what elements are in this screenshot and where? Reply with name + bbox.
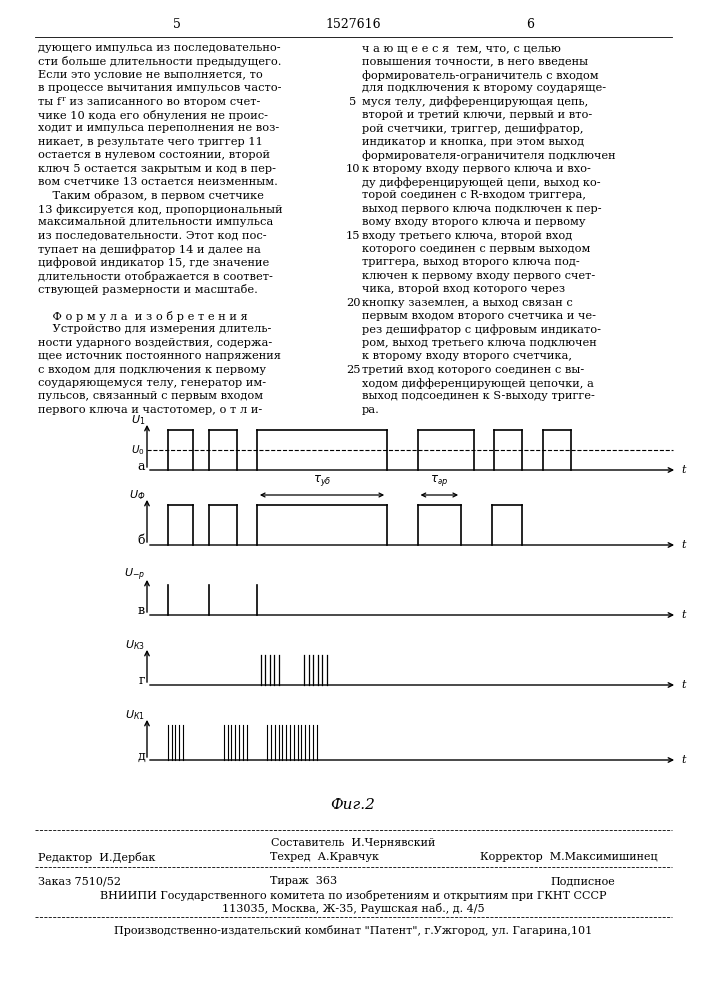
Text: $U_Ф$: $U_Ф$ <box>129 488 145 502</box>
Text: Техред  А.Кравчук: Техред А.Кравчук <box>270 852 379 862</box>
Text: ч а ю щ е е с я  тем, что, с целью: ч а ю щ е е с я тем, что, с целью <box>362 43 561 53</box>
Text: к второму входу второго счетчика,: к второму входу второго счетчика, <box>362 351 572 361</box>
Text: первым входом второго счетчика и че-: первым входом второго счетчика и че- <box>362 311 596 321</box>
Text: Устройство для измерения длитель-: Устройство для измерения длитель- <box>38 324 271 334</box>
Text: а: а <box>137 460 145 473</box>
Text: тупает на дешифратор 14 и далее на: тупает на дешифратор 14 и далее на <box>38 244 261 255</box>
Text: 6: 6 <box>526 18 534 31</box>
Text: 10: 10 <box>346 164 361 174</box>
Text: триггера, выход второго ключа под-: триггера, выход второго ключа под- <box>362 257 580 267</box>
Text: t: t <box>681 755 686 765</box>
Text: t: t <box>681 540 686 550</box>
Text: ВНИИПИ Государственного комитета по изобретениям и открытиям при ГКНТ СССР: ВНИИПИ Государственного комитета по изоб… <box>100 890 606 901</box>
Text: вому входу второго ключа и первому: вому входу второго ключа и первому <box>362 217 585 227</box>
Text: $\tau_{y\delta}$: $\tau_{y\delta}$ <box>312 473 332 488</box>
Text: для подключения к второму соударяще-: для подключения к второму соударяще- <box>362 83 606 93</box>
Text: $U_{К1}$: $U_{К1}$ <box>125 708 145 722</box>
Text: Если это условие не выполняется, то: Если это условие не выполняется, то <box>38 70 263 80</box>
Text: ду дифференцирующей цепи, выход ко-: ду дифференцирующей цепи, выход ко- <box>362 177 601 188</box>
Text: $U_1$: $U_1$ <box>131 413 145 427</box>
Text: б: б <box>137 534 145 548</box>
Text: чика, второй вход которого через: чика, второй вход которого через <box>362 284 565 294</box>
Text: вом счетчике 13 остается неизменным.: вом счетчике 13 остается неизменным. <box>38 177 278 187</box>
Text: пульсов, связанный с первым входом: пульсов, связанный с первым входом <box>38 391 263 401</box>
Text: $\tau_{\partial p}$: $\tau_{\partial p}$ <box>431 473 448 488</box>
Text: никает, в результате чего триггер 11: никает, в результате чего триггер 11 <box>38 137 263 147</box>
Text: кнопку заземлен, а выход связан с: кнопку заземлен, а выход связан с <box>362 298 573 308</box>
Text: ходом дифференцирующей цепочки, а: ходом дифференцирующей цепочки, а <box>362 378 594 389</box>
Text: Редактор  И.Дербак: Редактор И.Дербак <box>38 852 156 863</box>
Text: ключен к первому входу первого счет-: ключен к первому входу первого счет- <box>362 271 595 281</box>
Text: повышения точности, в него введены: повышения точности, в него введены <box>362 56 588 66</box>
Text: с входом для подключения к первому: с входом для подключения к первому <box>38 365 266 375</box>
Text: 15: 15 <box>346 231 361 241</box>
Text: Заказ 7510/52: Заказ 7510/52 <box>38 876 121 886</box>
Text: чике 10 кода его обнуления не проис-: чике 10 кода его обнуления не проис- <box>38 110 268 121</box>
Text: к второму входу первого ключа и вхо-: к второму входу первого ключа и вхо- <box>362 164 591 174</box>
Text: д: д <box>137 750 145 762</box>
Text: t: t <box>681 610 686 620</box>
Text: $U_{К3}$: $U_{К3}$ <box>125 638 145 652</box>
Text: ходит и импульса переполнения не воз-: ходит и импульса переполнения не воз- <box>38 123 279 133</box>
Text: дующего импульса из последовательно-: дующего импульса из последовательно- <box>38 43 281 53</box>
Text: в: в <box>138 604 145 617</box>
Text: 113035, Москва, Ж-35, Раушская наб., д. 4/5: 113035, Москва, Ж-35, Раушская наб., д. … <box>222 903 484 914</box>
Text: Тираж  363: Тираж 363 <box>270 876 337 886</box>
Text: выход первого ключа подключен к пер-: выход первого ключа подключен к пер- <box>362 204 602 214</box>
Text: 5: 5 <box>349 97 356 107</box>
Text: Составитель  И.Чернявский: Составитель И.Чернявский <box>271 838 436 848</box>
Text: рой счетчики, триггер, дешифратор,: рой счетчики, триггер, дешифратор, <box>362 123 583 134</box>
Text: торой соединен с R-входом триггера,: торой соединен с R-входом триггера, <box>362 190 586 200</box>
Text: Таким образом, в первом счетчике: Таким образом, в первом счетчике <box>38 190 264 201</box>
Text: максимальной длительности импульса: максимальной длительности импульса <box>38 217 273 227</box>
Text: 5: 5 <box>173 18 181 31</box>
Text: t: t <box>681 680 686 690</box>
Text: Корректор  М.Максимишинец: Корректор М.Максимишинец <box>480 852 658 862</box>
Text: ты fᵀ из записанного во втором счет-: ты fᵀ из записанного во втором счет- <box>38 97 260 107</box>
Text: ствующей размерности и масштабе.: ствующей размерности и масштабе. <box>38 284 258 295</box>
Text: из последовательности. Этот код пос-: из последовательности. Этот код пос- <box>38 231 267 241</box>
Text: $U_0$: $U_0$ <box>132 443 145 457</box>
Text: 25: 25 <box>346 365 361 375</box>
Text: $U_{-р}$: $U_{-р}$ <box>124 567 145 583</box>
Text: 13 фиксируется код, пропорциональный: 13 фиксируется код, пропорциональный <box>38 204 283 215</box>
Text: 1527616: 1527616 <box>325 18 381 31</box>
Text: индикатор и кнопка, при этом выход: индикатор и кнопка, при этом выход <box>362 137 584 147</box>
Text: Фиг.2: Фиг.2 <box>331 798 375 812</box>
Text: ра.: ра. <box>362 405 380 415</box>
Text: ром, выход третьего ключа подключен: ром, выход третьего ключа подключен <box>362 338 597 348</box>
Text: второй и третий ключи, первый и вто-: второй и третий ключи, первый и вто- <box>362 110 592 120</box>
Text: Ф о р м у л а  и з о б р е т е н и я: Ф о р м у л а и з о б р е т е н и я <box>38 311 247 322</box>
Text: длительности отображается в соответ-: длительности отображается в соответ- <box>38 271 273 282</box>
Text: первого ключа и частотомер, о т л и-: первого ключа и частотомер, о т л и- <box>38 405 262 415</box>
Text: выход подсоединен к S-выходу тригге-: выход подсоединен к S-выходу тригге- <box>362 391 595 401</box>
Text: Подписное: Подписное <box>550 876 615 886</box>
Text: 20: 20 <box>346 298 361 308</box>
Text: муся телу, дифференцирующая цепь,: муся телу, дифференцирующая цепь, <box>362 97 588 107</box>
Text: соударяющемуся телу, генератор им-: соударяющемуся телу, генератор им- <box>38 378 266 388</box>
Text: ности ударного воздействия, содержа-: ности ударного воздействия, содержа- <box>38 338 272 348</box>
Text: которого соединен с первым выходом: которого соединен с первым выходом <box>362 244 590 254</box>
Text: формирователя-ограничителя подключен: формирователя-ограничителя подключен <box>362 150 616 161</box>
Text: формирователь-ограничитель с входом: формирователь-ограничитель с входом <box>362 70 599 81</box>
Text: остается в нулевом состоянии, второй: остается в нулевом состоянии, второй <box>38 150 270 160</box>
Text: щее источник постоянного напряжения: щее источник постоянного напряжения <box>38 351 281 361</box>
Text: г: г <box>139 674 145 688</box>
Text: ключ 5 остается закрытым и код в пер-: ключ 5 остается закрытым и код в пер- <box>38 164 276 174</box>
Text: входу третьего ключа, второй вход: входу третьего ключа, второй вход <box>362 231 572 241</box>
Text: t: t <box>681 465 686 475</box>
Text: в процессе вычитания импульсов часто-: в процессе вычитания импульсов часто- <box>38 83 281 93</box>
Text: рез дешифратор с цифровым индикато-: рез дешифратор с цифровым индикато- <box>362 324 601 335</box>
Text: сти больше длительности предыдущего.: сти больше длительности предыдущего. <box>38 56 281 67</box>
Text: Производственно-издательский комбинат "Патент", г.Ужгород, ул. Гагарина,101: Производственно-издательский комбинат "П… <box>114 925 592 936</box>
Text: цифровой индикатор 15, где значение: цифровой индикатор 15, где значение <box>38 257 269 268</box>
Text: третий вход которого соединен с вы-: третий вход которого соединен с вы- <box>362 365 584 375</box>
